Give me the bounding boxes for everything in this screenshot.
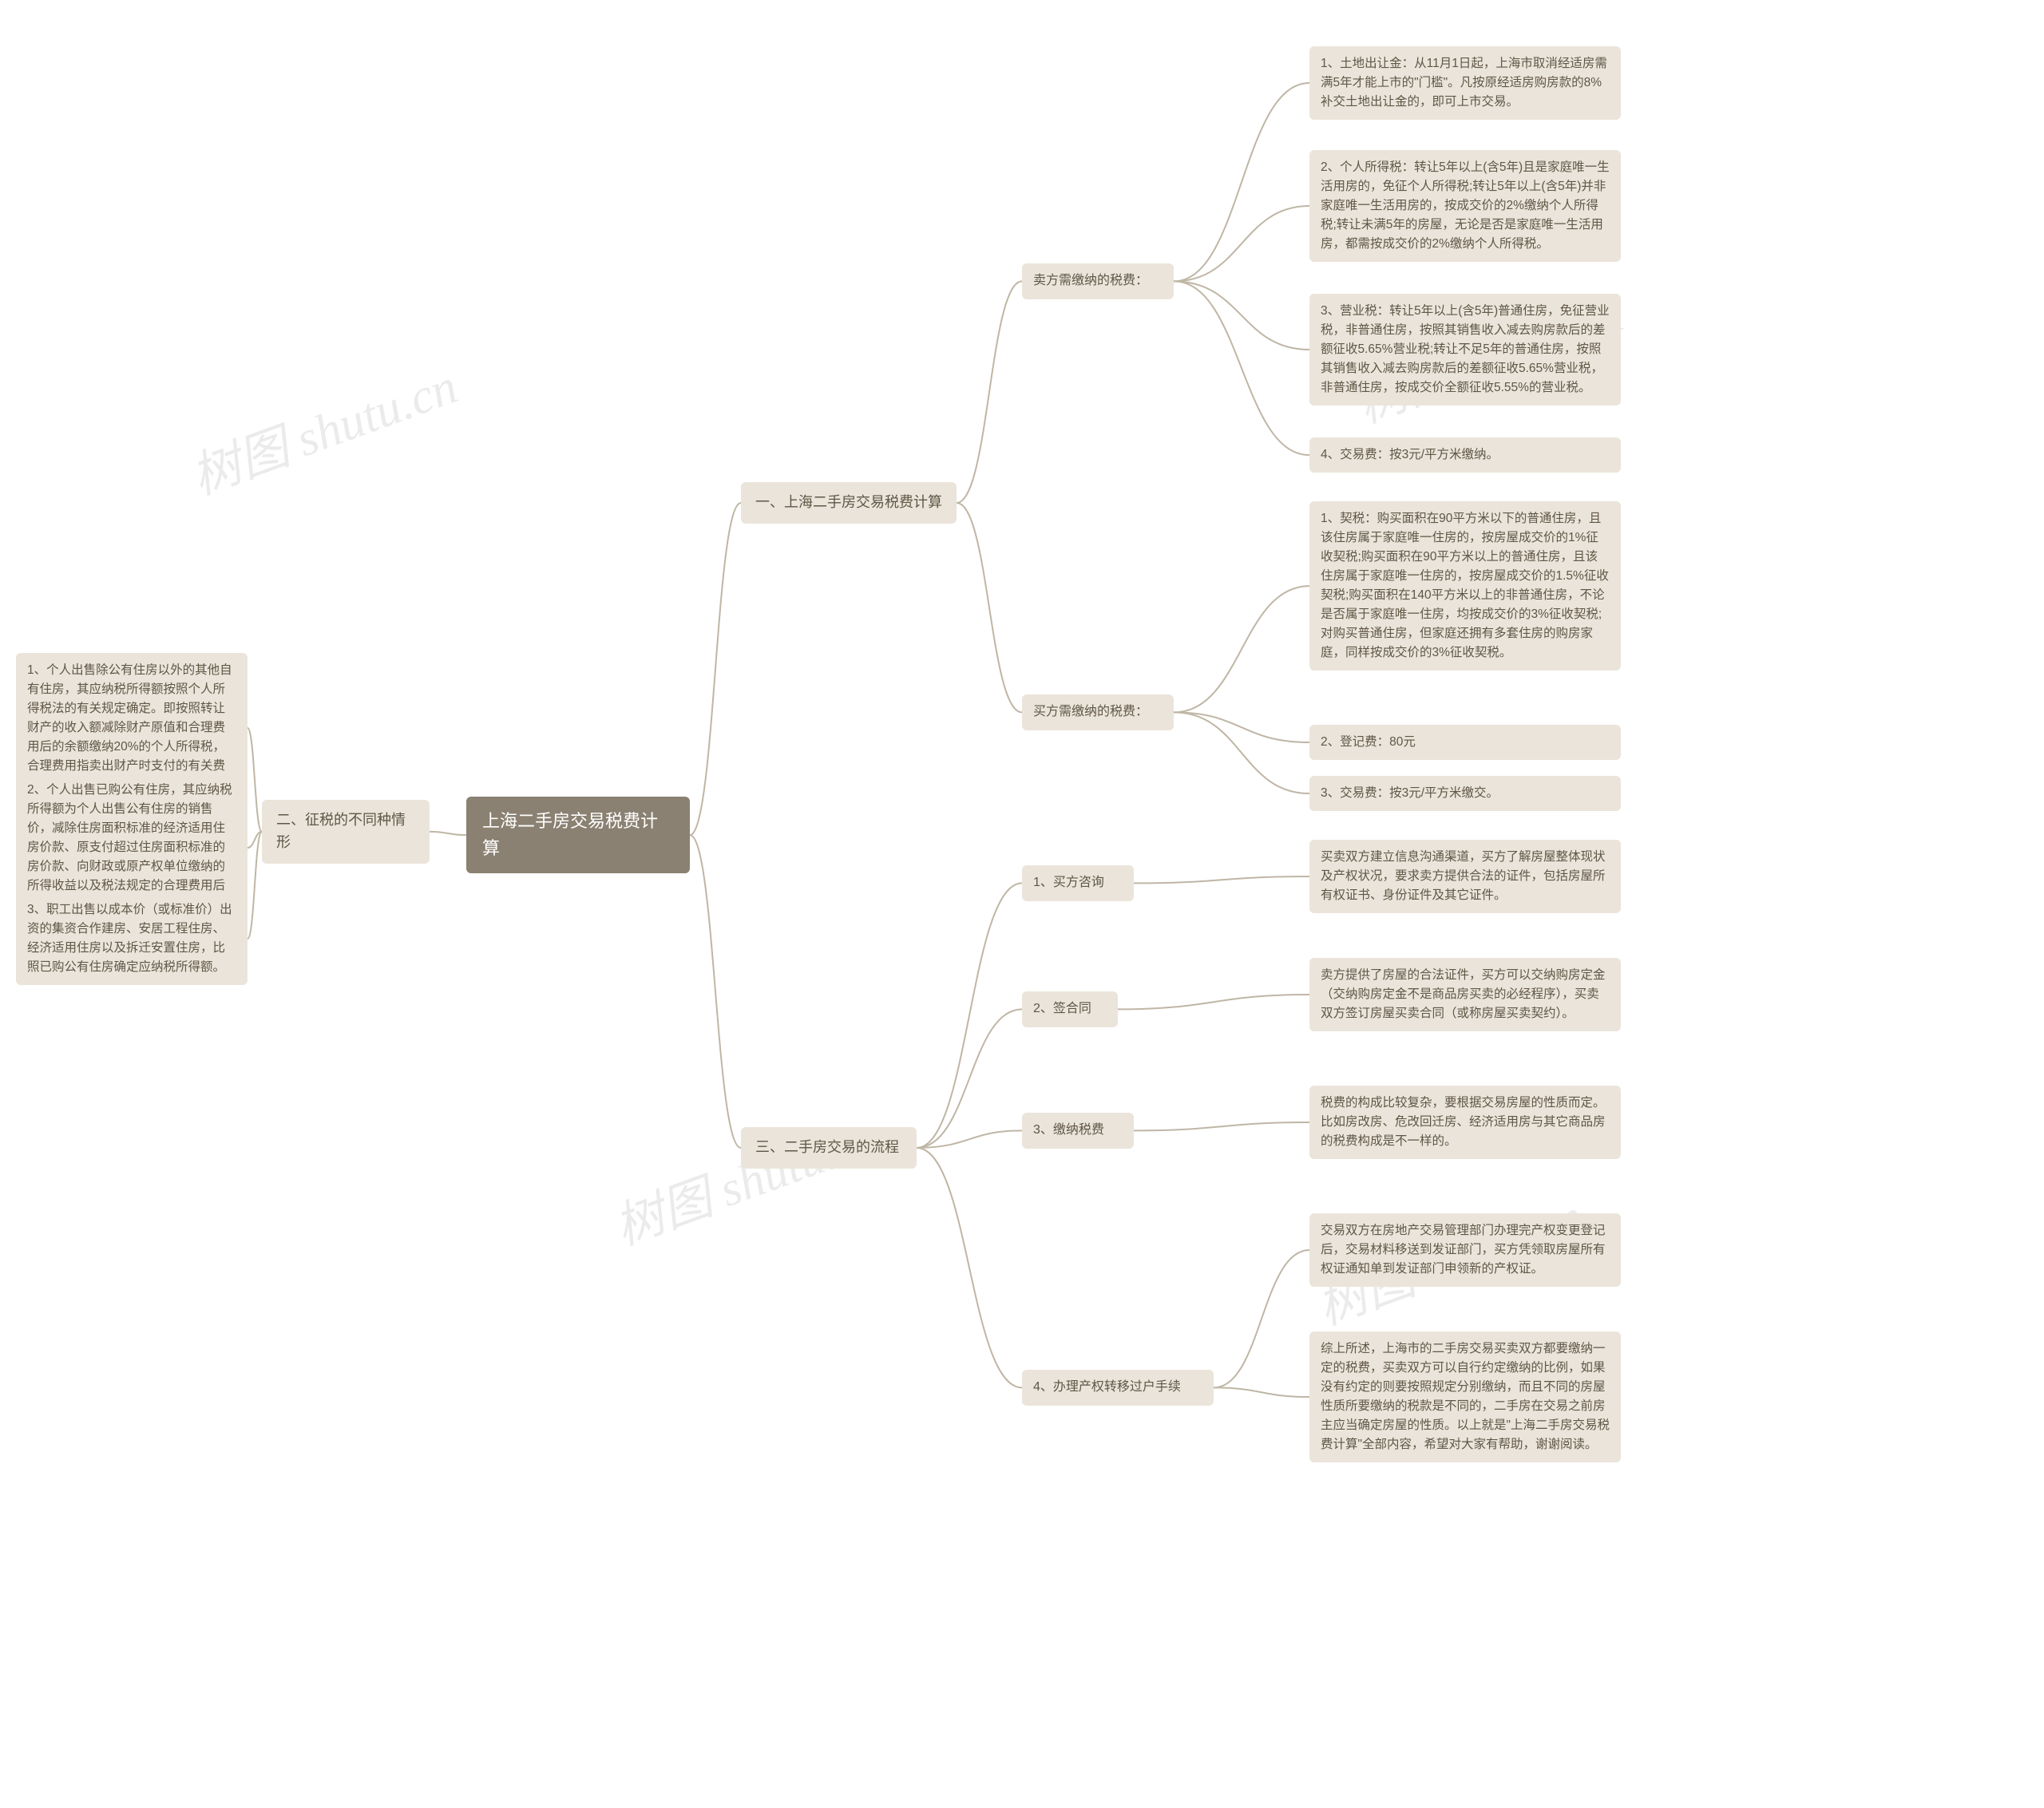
leaf-step-4b: 综上所述，上海市的二手房交易买卖双方都要缴纳一定的税费，买卖双方可以自行约定缴纳… [1309, 1331, 1621, 1462]
sub-seller-tax[interactable]: 卖方需缴纳的税费： [1022, 263, 1174, 299]
leaf-step-4a: 交易双方在房地产交易管理部门办理完产权变更登记后，交易材料移送到发证部门，买方凭… [1309, 1213, 1621, 1287]
leaf-seller-3: 3、营业税：转让5年以上(含5年)普通住房，免征营业税，非普通住房，按照其销售收… [1309, 294, 1621, 406]
leaf-step-3: 税费的构成比较复杂，要根据交易房屋的性质而定。比如房改房、危改回迁房、经济适用房… [1309, 1086, 1621, 1159]
branch-process[interactable]: 三、二手房交易的流程 [741, 1127, 917, 1169]
sub-step-2[interactable]: 2、签合同 [1022, 991, 1118, 1027]
leaf-step-1: 买卖双方建立信息沟通渠道，买方了解房屋整体现状及产权状况，要求卖方提供合法的证件… [1309, 840, 1621, 913]
leaf-buyer-3: 3、交易费：按3元/平方米缴交。 [1309, 776, 1621, 811]
leaf-seller-1: 1、土地出让金：从11月1日起，上海市取消经适房需满5年才能上市的"门槛"。凡按… [1309, 46, 1621, 120]
leaf-seller-4: 4、交易费：按3元/平方米缴纳。 [1309, 437, 1621, 473]
watermark: 树图 shutu.cn [180, 346, 465, 508]
root-node[interactable]: 上海二手房交易税费计算 [466, 797, 690, 873]
leaf-case-3: 3、职工出售以成本价（或标准价）出资的集资合作建房、安居工程住房、经济适用住房以… [16, 892, 248, 985]
watermark: 树图 shutu.cn [603, 1096, 889, 1259]
branch-tax-calc[interactable]: 一、上海二手房交易税费计算 [741, 482, 957, 524]
sub-step-3[interactable]: 3、缴纳税费 [1022, 1113, 1134, 1149]
sub-step-1[interactable]: 1、买方咨询 [1022, 865, 1134, 901]
leaf-step-2: 卖方提供了房屋的合法证件，买方可以交纳购房定金（交纳购房定金不是商品房买卖的必经… [1309, 958, 1621, 1031]
leaf-buyer-1: 1、契税：购买面积在90平方米以下的普通住房，且该住房属于家庭唯一住房的，按房屋… [1309, 501, 1621, 671]
leaf-seller-2: 2、个人所得税：转让5年以上(含5年)且是家庭唯一生活用房的，免征个人所得税;转… [1309, 150, 1621, 262]
leaf-buyer-2: 2、登记费：80元 [1309, 725, 1621, 760]
branch-taxation-cases[interactable]: 二、征税的不同种情形 [262, 800, 430, 864]
sub-buyer-tax[interactable]: 买方需缴纳的税费： [1022, 694, 1174, 730]
sub-step-4[interactable]: 4、办理产权转移过户手续 [1022, 1370, 1214, 1406]
